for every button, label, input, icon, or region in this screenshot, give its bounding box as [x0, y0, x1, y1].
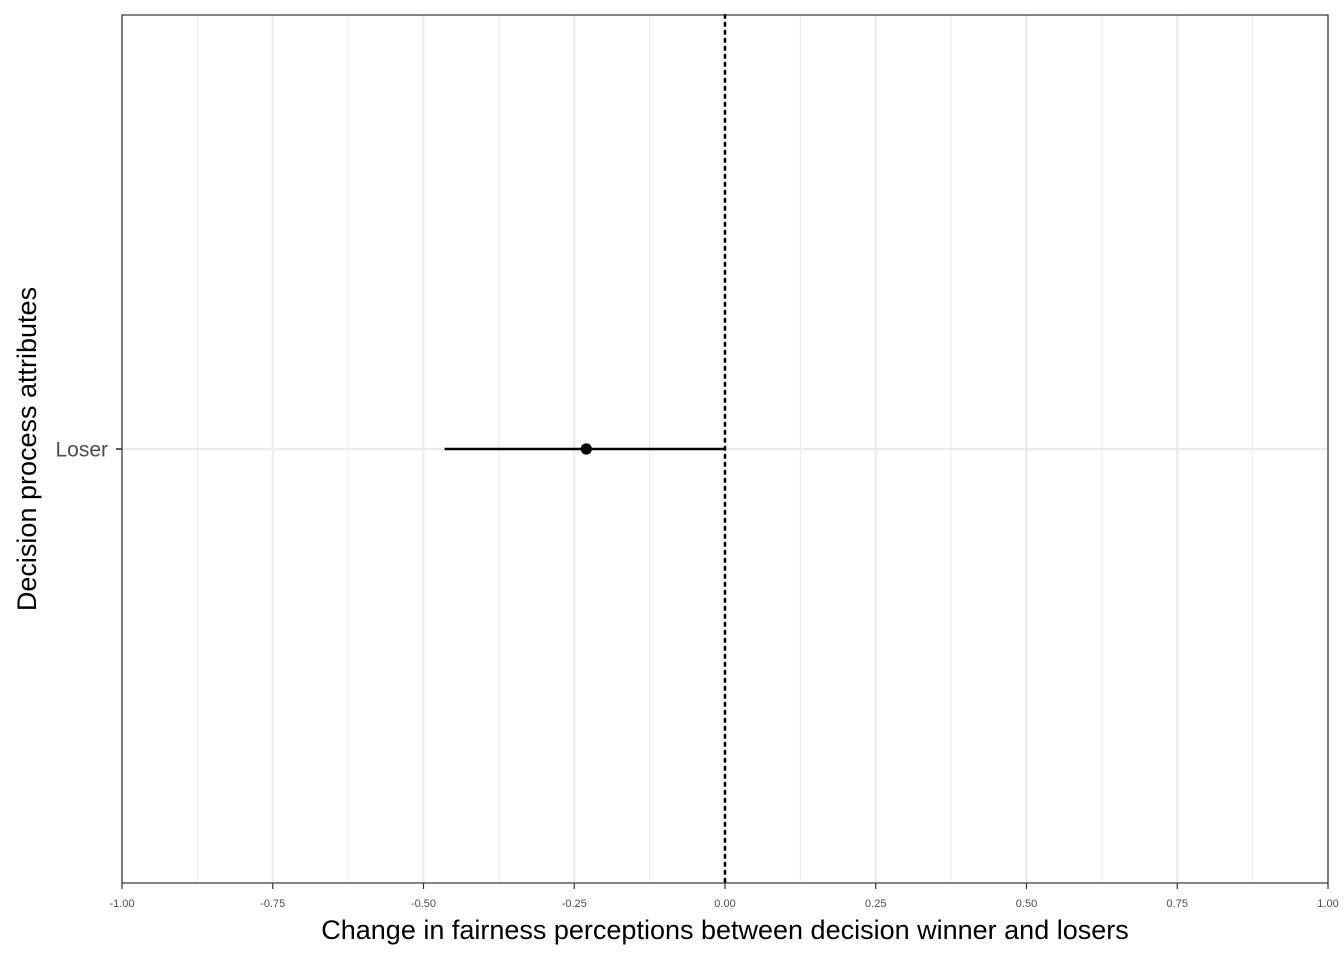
y-axis-title: Decision process attributes — [12, 287, 42, 611]
y-tick-label: Loser — [55, 439, 108, 462]
x-tick-label: 0.50 — [1016, 898, 1037, 910]
x-tick-label: -0.50 — [411, 898, 436, 910]
x-tick-label: 0.75 — [1167, 898, 1188, 910]
x-axis-title: Change in fairness perceptions between d… — [321, 915, 1128, 945]
x-tick-label: 1.00 — [1317, 898, 1338, 910]
x-tick-label: -1.00 — [109, 898, 134, 910]
x-axis: -1.00 -0.75 -0.50 -0.25 0.00 0.25 0.50 0.75 1.00 — [109, 883, 1339, 910]
data-marks — [444, 443, 725, 455]
x-tick-label: -0.75 — [260, 898, 285, 910]
y-axis: Loser — [55, 439, 122, 462]
estimate-point — [580, 443, 592, 455]
x-tick-label: 0.00 — [714, 898, 735, 910]
x-tick-label: 0.25 — [865, 898, 886, 910]
x-tick-label: -0.25 — [562, 898, 587, 910]
